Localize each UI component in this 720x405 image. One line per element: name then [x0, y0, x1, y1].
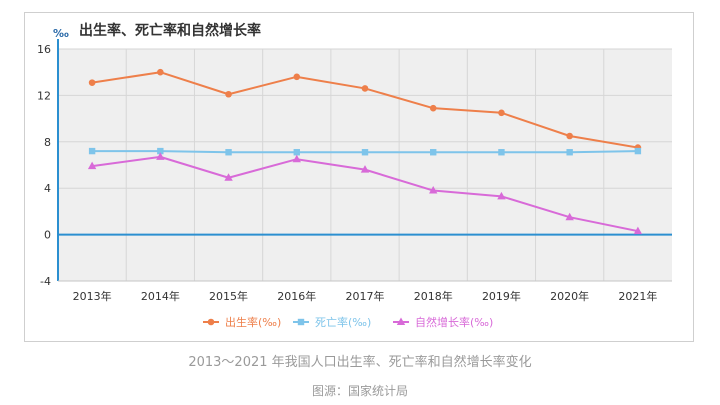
data-point — [156, 152, 165, 160]
data-point — [297, 318, 305, 326]
data-point — [498, 149, 505, 156]
legend-label: 自然增长率(‰) — [415, 315, 493, 329]
figure-source: 图源：国家统计局 — [311, 384, 408, 398]
x-tick-label: 2016年 — [277, 289, 316, 303]
data-point — [429, 104, 437, 112]
x-tick-label: 2017年 — [346, 289, 385, 303]
data-point — [361, 149, 369, 156]
data-point — [293, 149, 300, 156]
data-point — [88, 147, 96, 155]
chart-title: 出生率、死亡率和自然增长率 — [79, 22, 261, 39]
data-point — [87, 161, 97, 170]
data-point — [430, 149, 437, 156]
data-point — [634, 147, 642, 155]
data-point — [157, 68, 164, 76]
x-tick-label: 2014年 — [141, 289, 180, 303]
y-tick-label: 8 — [44, 136, 51, 149]
data-point — [566, 132, 573, 140]
data-point — [292, 154, 301, 163]
y-tick-label: 0 — [44, 229, 51, 242]
y-tick-label: 16 — [37, 43, 51, 56]
x-tick-label: 2021年 — [618, 289, 657, 303]
legend: 出生率(‰) 死亡率(‰) 自然增长率(‰) — [203, 315, 493, 329]
data-point — [497, 191, 506, 200]
data-point — [361, 85, 369, 92]
chart-frame: -4 0 4 8 12 16 2013年 2014年 2015年 2016年 2017年 2018年 2… — [24, 12, 694, 342]
data-point — [157, 147, 164, 155]
y-tick-label: -4 — [40, 275, 51, 288]
data-point — [498, 109, 505, 117]
data-point — [293, 73, 301, 81]
y-tick-label: 12 — [37, 89, 51, 102]
data-point — [207, 318, 215, 326]
data-point — [633, 226, 643, 235]
legend-label: 死亡率(‰) — [315, 315, 371, 329]
series-layer — [87, 68, 643, 235]
x-tick-label: 2013年 — [73, 289, 112, 303]
y-tick-label: 4 — [44, 182, 51, 195]
axis-layer: -4 0 4 8 12 16 2013年 2014年 2015年 2016年 2017年 2018年 2… — [37, 39, 672, 303]
data-point — [88, 79, 96, 86]
x-tick-label: 2020年 — [550, 289, 589, 303]
plot-background — [58, 49, 672, 281]
data-point — [565, 212, 574, 221]
data-point — [566, 149, 573, 156]
legend-label: 出生率(‰) — [225, 315, 281, 329]
data-point — [225, 149, 232, 156]
line-chart: -4 0 4 8 12 16 2013年 2014年 2015年 2016年 2017年 2018年 2… — [37, 22, 672, 329]
x-tick-label: 2015年 — [209, 289, 248, 303]
x-tick-label: 2018年 — [414, 289, 453, 303]
data-point — [360, 165, 370, 173]
x-tick-label: 2019年 — [482, 289, 521, 303]
y-axis-unit-label: ‰ — [53, 27, 69, 40]
data-point — [224, 173, 233, 181]
data-point — [429, 186, 438, 194]
figure-caption: 2013～2021 年我国人口出生率、死亡率和自然增长率变化 — [188, 355, 532, 370]
data-point — [396, 317, 406, 325]
data-point — [225, 90, 232, 98]
